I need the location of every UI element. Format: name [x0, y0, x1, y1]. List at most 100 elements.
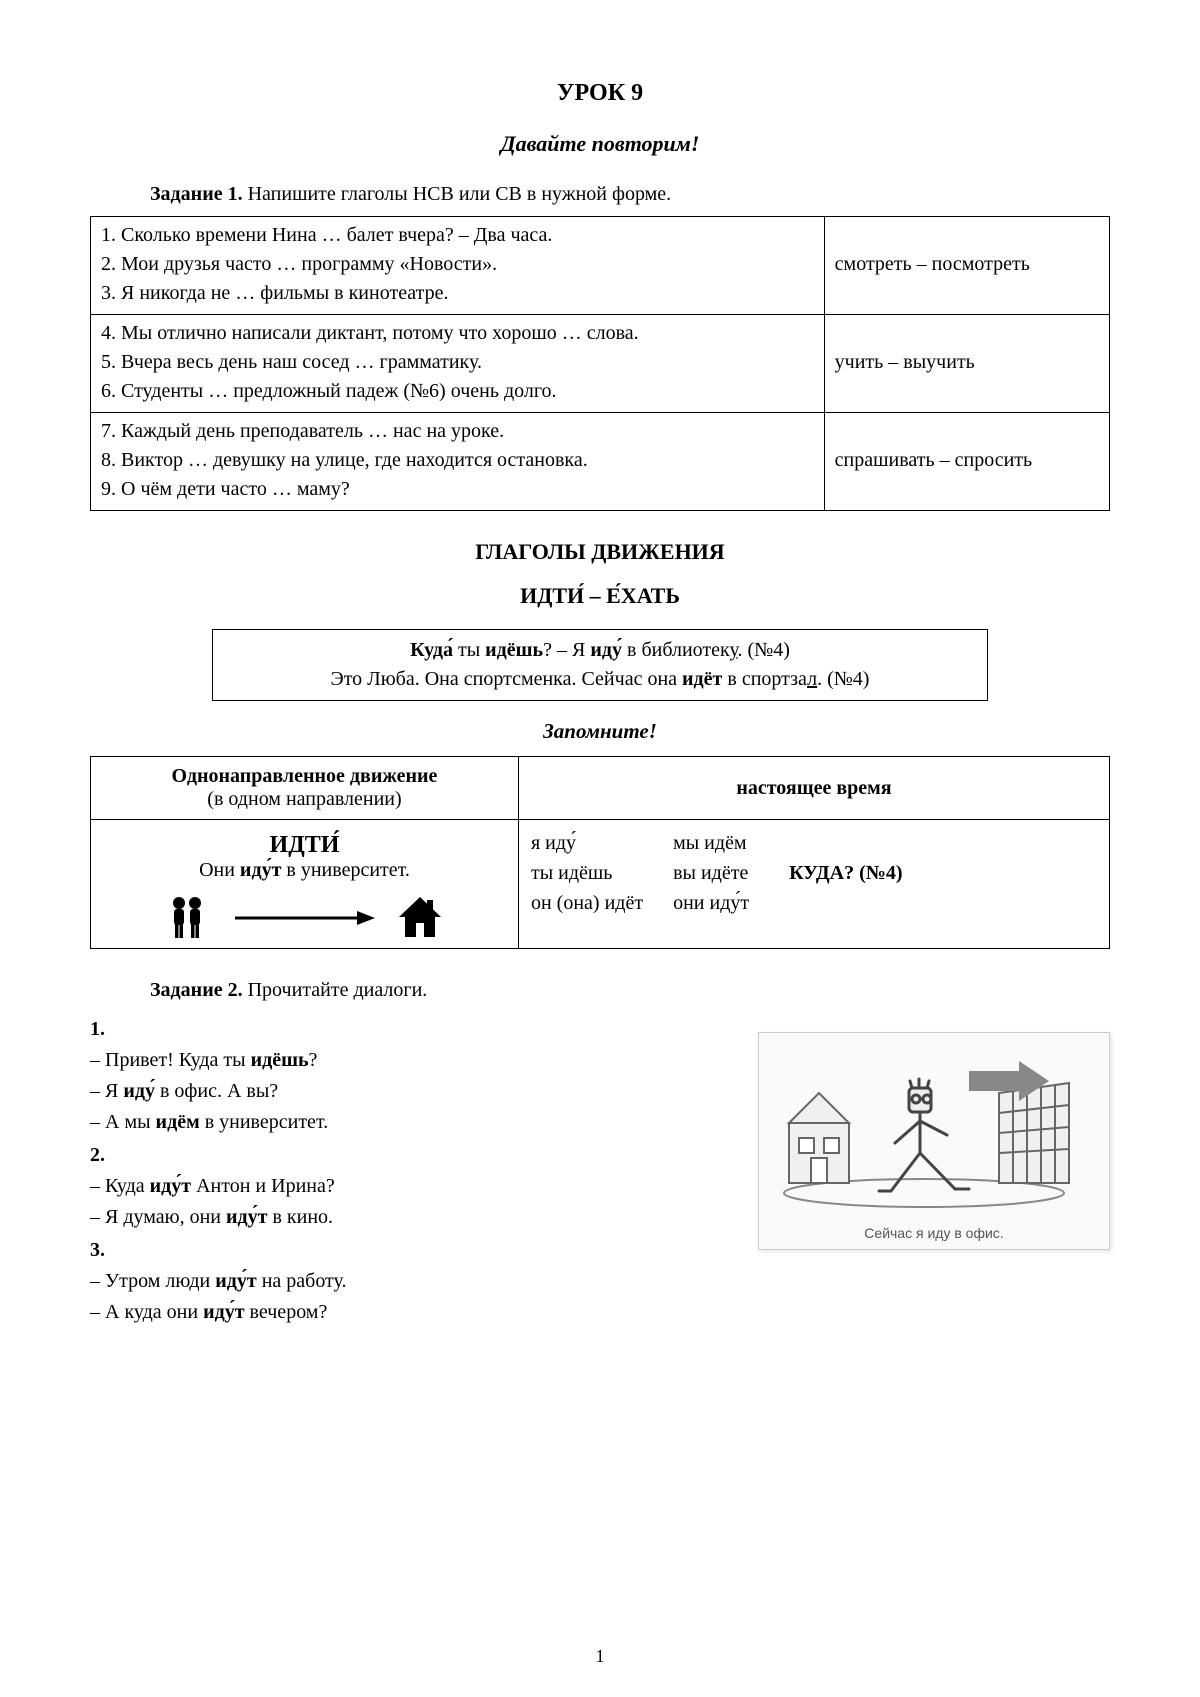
t: в библиотек — [622, 639, 729, 661]
dialog-line: – Куда иду́т Антон и Ирина? — [90, 1171, 728, 1202]
t: – Привет! Куда ты — [90, 1049, 251, 1071]
task1-instruction: Задание 1. Напишите глаголы НСВ или СВ в… — [90, 183, 1110, 206]
t: – А куда они — [90, 1301, 203, 1323]
exercise1-cell-verbs-3: спрашивать – спросить — [824, 413, 1109, 511]
house-icon — [397, 897, 443, 939]
office-illustration — [769, 1043, 1079, 1213]
t: Антон и Ирина? — [191, 1175, 335, 1197]
conj: мы идём — [673, 828, 749, 858]
t: иду́т — [240, 859, 281, 881]
t: – Куда — [90, 1175, 150, 1197]
motion-verb-cell: ИДТИ́ Они иду́т в университет. — [91, 820, 519, 949]
t: идёшь — [485, 639, 543, 661]
conj: они иду́т — [673, 888, 749, 918]
hdr-left-bold: Однонаправленное движение — [172, 765, 438, 787]
sent: 6. Студенты … предложный падеж (№6) очен… — [101, 380, 557, 402]
t: . (№4) — [737, 639, 789, 661]
conj: я иду́ — [531, 828, 643, 858]
conj: он (она) идёт — [531, 888, 643, 918]
t: иду́т — [150, 1175, 191, 1197]
table-row: 4. Мы отлично написали диктант, потому ч… — [91, 315, 1110, 413]
lesson-subtitle: Давайте повторим! — [90, 131, 1110, 157]
section-title: ГЛАГОЛЫ ДВИЖЕНИЯ — [90, 539, 1110, 565]
t: иду́т — [203, 1301, 244, 1323]
kuda-label: КУДА? (№4) — [789, 862, 902, 885]
motion-diagram — [103, 896, 506, 940]
t: иду́ — [123, 1080, 155, 1102]
t: в университет. — [281, 859, 410, 881]
illustration-box: Сейчас я иду в офис. — [758, 1032, 1110, 1250]
t: в спортза — [722, 668, 807, 690]
t: – Я — [90, 1080, 123, 1102]
illustration-caption: Сейчас я иду в офис. — [769, 1225, 1099, 1241]
sent: 5. Вчера весь день наш сосед … грамматик… — [101, 351, 482, 373]
t: ты — [453, 639, 485, 661]
task2-label: Задание 2. — [150, 979, 243, 1001]
example-line2: Это Люба. Она спортсменка. Сейчас она ид… — [223, 665, 978, 694]
t: Это Люба. Она спортсменка. Сейчас она — [331, 668, 683, 690]
task1-label: Задание 1. — [150, 183, 243, 205]
sent: 9. О чём дети часто … маму? — [101, 478, 350, 500]
exercise1-cell-sentences-2: 4. Мы отлично написали диктант, потому ч… — [91, 315, 825, 413]
sent: 7. Каждый день преподаватель … нас на ур… — [101, 420, 504, 442]
t: – Утром люди — [90, 1270, 215, 1292]
sent: 4. Мы отлично написали диктант, потому ч… — [101, 322, 639, 344]
dialog-line: – А мы идём в университет. — [90, 1107, 728, 1138]
conj: ты идёшь — [531, 858, 643, 888]
t: Куда́ — [410, 639, 453, 661]
t: идёшь — [251, 1049, 309, 1071]
motion-conjugation-cell: я иду́ ты идёшь он (она) идёт мы идём вы… — [518, 820, 1109, 949]
motion-header-right: настоящее время — [518, 757, 1109, 820]
sent: 8. Виктор … девушку на улице, где находи… — [101, 449, 588, 471]
lesson-title: УРОК 9 — [90, 80, 1110, 107]
verb-example: Они иду́т в университет. — [103, 859, 506, 882]
example-line1: Куда́ ты идёшь? – Я иду́ в библиотеку. (… — [223, 636, 978, 665]
task2-text: Прочитайте диалоги. — [243, 979, 428, 1001]
arrow-right-icon — [235, 908, 375, 928]
conj-col2: мы идём вы идёте они иду́т — [673, 828, 749, 918]
remember-heading: Запомните! — [90, 719, 1110, 744]
dialog-num: 1. — [90, 1014, 728, 1045]
verb-idti: ИДТИ́ — [103, 832, 506, 859]
dialog-line: – А куда они иду́т вечером? — [90, 1297, 728, 1328]
t: . (№4) — [817, 668, 869, 690]
t: ? – Я — [543, 639, 590, 661]
table-row: ИДТИ́ Они иду́т в университет. — [91, 820, 1110, 949]
task2-instruction: Задание 2. Прочитайте диалоги. — [90, 979, 1110, 1002]
hdr-right: настоящее время — [736, 777, 891, 799]
sent: 1. Сколько времени Нина … балет вчера? –… — [101, 224, 552, 246]
t: вечером? — [245, 1301, 328, 1323]
conj: вы идёте — [673, 858, 749, 888]
table-row: Однонаправленное движение (в одном напра… — [91, 757, 1110, 820]
exercise1-cell-sentences-3: 7. Каждый день преподаватель … нас на ур… — [91, 413, 825, 511]
exercise1-cell-sentences-1: 1. Сколько времени Нина … балет вчера? –… — [91, 217, 825, 315]
t: в кино. — [267, 1206, 333, 1228]
t: л — [807, 668, 817, 690]
exercise1-cell-verbs-1: смотреть – посмотреть — [824, 217, 1109, 315]
t: Они — [199, 859, 240, 881]
t: идёт — [682, 668, 722, 690]
t: в офис. А вы? — [155, 1080, 278, 1102]
example-box: Куда́ ты идёшь? – Я иду́ в библиотеку. (… — [212, 629, 989, 701]
conjugation-grid: я иду́ ты идёшь он (она) идёт мы идём вы… — [531, 828, 1097, 918]
t: иду́т — [226, 1206, 267, 1228]
task1-text: Напишите глаголы НСВ или СВ в нужной фор… — [243, 183, 672, 205]
table-row: 1. Сколько времени Нина … балет вчера? –… — [91, 217, 1110, 315]
sent: 3. Я никогда не … фильмы в кинотеатре. — [101, 282, 449, 304]
hdr-left-sub: (в одном направлении) — [207, 788, 401, 810]
conj-col1: я иду́ ты идёшь он (она) идёт — [531, 828, 643, 918]
dialogs-section: 1. – Привет! Куда ты идёшь? – Я иду́ в о… — [90, 1012, 1110, 1328]
table-row: 7. Каждый день преподаватель … нас на ур… — [91, 413, 1110, 511]
section-subtitle: ИДТИ́ – Е́ХАТЬ — [90, 583, 1110, 609]
t: – Я думаю, они — [90, 1206, 226, 1228]
dialog-line: – Привет! Куда ты идёшь? — [90, 1045, 728, 1076]
t: в университет. — [200, 1111, 329, 1133]
people-icon — [165, 896, 213, 940]
t: – А мы — [90, 1111, 156, 1133]
motion-table: Однонаправленное движение (в одном напра… — [90, 756, 1110, 949]
dialogs-text: 1. – Привет! Куда ты идёшь? – Я иду́ в о… — [90, 1012, 728, 1328]
dialog-line: – Я думаю, они иду́т в кино. — [90, 1202, 728, 1233]
dialog-num: 3. — [90, 1235, 728, 1266]
dialog-num: 2. — [90, 1140, 728, 1171]
exercise1-cell-verbs-2: учить – выучить — [824, 315, 1109, 413]
